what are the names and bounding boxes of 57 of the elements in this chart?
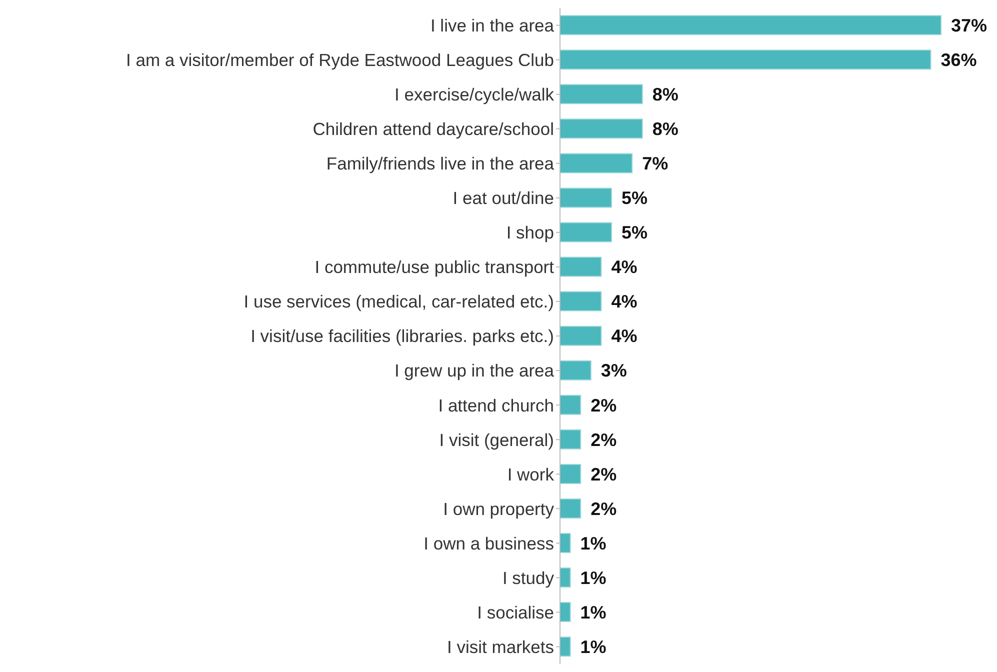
data-label: 1%	[580, 602, 606, 622]
bar	[560, 118, 643, 139]
data-label: 2%	[590, 464, 617, 484]
bar	[560, 326, 602, 346]
data-label: 37%	[951, 15, 988, 36]
y-tick-label: I visit/use facilities (libraries. parks etc.)	[250, 326, 554, 346]
data-label: 4%	[611, 257, 638, 278]
data-label: 8%	[652, 84, 678, 105]
data-label: 2%	[590, 498, 617, 519]
data-label: 36%	[940, 50, 977, 70]
data-label: 8%	[652, 119, 678, 140]
y-tick-label: I am a visitor/member of Ryde Eastwood Leagues Club	[126, 50, 554, 70]
bar	[560, 188, 612, 208]
data-label: 2%	[590, 395, 617, 416]
bar	[560, 291, 602, 312]
bar	[560, 256, 602, 277]
y-tick-label: I own a business	[424, 533, 554, 554]
data-label: 7%	[642, 154, 668, 174]
y-tick-label: I visit markets	[447, 636, 554, 657]
y-tick-label: I commute/use public transport	[314, 257, 554, 278]
y-tick-label: I socialise	[477, 602, 554, 622]
bar	[560, 568, 571, 588]
data-label: 3%	[600, 360, 627, 381]
bar	[560, 602, 571, 622]
data-label: 4%	[611, 292, 638, 312]
data-label: 1%	[580, 636, 606, 657]
bar	[560, 394, 582, 415]
y-tick-label: I exercise/cycle/walk	[394, 84, 554, 105]
bar	[560, 464, 582, 484]
y-tick-label: I own property	[443, 498, 554, 519]
data-label: 1%	[580, 568, 606, 588]
y-tick-label: Family/friends live in the area	[326, 154, 554, 174]
y-tick-label: I eat out/dine	[452, 188, 554, 208]
data-label: 5%	[621, 222, 648, 243]
data-label: 5%	[621, 188, 648, 208]
data-label: 4%	[611, 326, 638, 346]
bar	[560, 636, 571, 657]
bar	[560, 50, 932, 70]
y-tick-label: I live in the area	[430, 15, 554, 36]
bar	[560, 84, 643, 104]
bar	[560, 429, 582, 450]
y-tick-label: I use services (medical, car-related etc.)	[244, 292, 554, 312]
bar	[560, 153, 633, 174]
y-tick-label: I work	[507, 464, 554, 484]
bar	[560, 498, 582, 518]
y-tick-label: Children attend daycare/school	[312, 119, 554, 140]
y-tick-label: I visit (general)	[439, 430, 554, 450]
y-tick-label: I attend church	[438, 395, 554, 416]
data-label: 1%	[580, 533, 606, 554]
data-label: 2%	[590, 430, 617, 450]
bar	[560, 222, 612, 242]
bar	[560, 532, 571, 553]
bar	[560, 360, 592, 380]
y-tick-label: I grew up in the area	[394, 360, 554, 381]
y-tick-label: I study	[502, 568, 554, 588]
bar	[560, 15, 942, 36]
y-tick-label: I shop	[506, 222, 554, 243]
